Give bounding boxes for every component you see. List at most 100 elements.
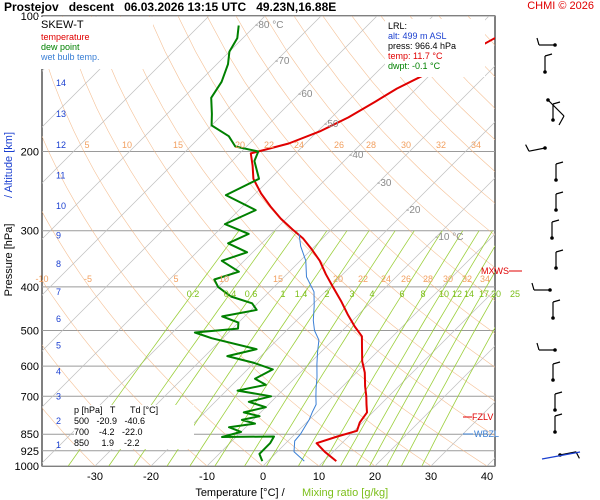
x-tick-label: 10 — [313, 471, 325, 483]
x-tick-label: 30 — [425, 471, 437, 483]
wind-barb-shaft — [547, 99, 565, 117]
x-tick-label: 20 — [369, 471, 381, 483]
mixing-ratio-label: 2 — [324, 289, 329, 299]
level-table: p [hPa] T Td [°C] 500 -20.9 -40.6 700 -4… — [74, 405, 194, 449]
fzlv-label: FZLV — [472, 412, 493, 422]
mixing-ratio-label: 17 — [479, 289, 489, 299]
mxws-label: MXWS — [481, 266, 509, 276]
wind-barb-surface — [541, 451, 581, 460]
adiabat-label: 10 — [219, 274, 229, 284]
mixing-ratio-line — [421, 326, 495, 466]
y-axis-title-altitude: / Altitude [km] — [3, 132, 15, 198]
isotherm-line — [486, 457, 495, 466]
station-name: Prostejov — [4, 0, 59, 14]
mixing-ratio-line — [321, 230, 464, 466]
legend-dew-point: dew point — [41, 42, 80, 52]
adiabat-label: 22 — [264, 140, 274, 150]
isotherm-line — [42, 16, 266, 240]
pressure-tick-label: 1000 — [15, 461, 39, 473]
isotherm-label: -40 — [349, 150, 364, 161]
mixing-ratio-line — [298, 230, 443, 466]
mixing-ratio-label: 4 — [369, 289, 374, 299]
adiabat-label: 30 — [401, 140, 411, 150]
isotherm-line — [42, 16, 378, 352]
pressure-tick-label: 300 — [21, 226, 39, 238]
dry-adiabat — [293, 16, 495, 236]
dry-adiabat — [119, 16, 495, 437]
altitude-tick-label: 10 — [56, 201, 66, 211]
isotherm-label: -20 — [406, 205, 421, 216]
isotherm-line — [42, 16, 322, 296]
pressure-tick-label: 200 — [21, 146, 39, 158]
mixing-ratio-line — [340, 230, 480, 466]
wind-barbs — [525, 37, 581, 460]
adiabat-label: 5 — [84, 140, 89, 150]
adiabat-label: 5 — [173, 274, 178, 284]
mixing-ratio-label: 3 — [349, 289, 354, 299]
altitude-tick-label: 5 — [56, 341, 61, 351]
mixing-ratio-label: 20 — [491, 289, 501, 299]
mixing-ratio-line — [355, 230, 493, 466]
x-tick-label: 40 — [481, 471, 493, 483]
adiabat-label: 30 — [443, 274, 453, 284]
wind-barb-flag — [554, 413, 563, 417]
mixing-ratio-line — [244, 230, 396, 466]
isotherm-line — [42, 16, 490, 464]
altitude-tick-label: 13 — [56, 109, 66, 119]
chart-title: Prostejov descent 06.03.2026 13:15 UTC 4… — [4, 0, 336, 14]
level-table-row: 500 -20.9 -40.6 — [74, 416, 146, 426]
mixing-ratio-line — [214, 230, 370, 466]
dry-adiabat — [206, 16, 495, 334]
wind-barb-flag — [555, 191, 564, 195]
adiabat-label: -10 — [35, 274, 48, 284]
level-table-row: 850 1.9 -2.2 — [74, 438, 140, 448]
adiabat-label: 24 — [294, 140, 304, 150]
isotherm-label: -30 — [377, 178, 392, 189]
x-tick-label: 0 — [260, 471, 266, 483]
mixing-ratio-label: 8 — [420, 289, 425, 299]
dry-adiabat — [42, 47, 376, 466]
lrl-info: LRL: alt: 499 m ASL press: 966.4 hPa tem… — [385, 19, 485, 77]
wind-barb-flag — [551, 219, 560, 223]
legend-temperature: temperature — [41, 32, 90, 42]
altitude-tick-label: 12 — [56, 140, 66, 150]
pressure-tick-label: 500 — [21, 326, 39, 338]
mixing-ratio-line — [386, 271, 495, 466]
lrl-dwpt: dwpt: -0.1 °C — [388, 61, 441, 71]
lrl-alt: alt: 499 m ASL — [388, 31, 447, 41]
lrl-temp: temp: 11.7 °C — [388, 51, 443, 61]
wind-barb-shaft — [528, 147, 546, 152]
legend-title: SKEW-T — [41, 19, 84, 31]
dry-adiabat — [90, 16, 488, 466]
pressure-tick-label: 700 — [21, 391, 39, 403]
adiabat-label: -5 — [84, 274, 92, 284]
plot-area — [41, 15, 496, 467]
series-line-temperature — [249, 36, 495, 462]
adiabat-label: 20 — [333, 274, 343, 284]
wind-barb-flag — [531, 282, 535, 291]
mixing-ratio-label: 0.6 — [245, 289, 258, 299]
pressure-tick-label: 100 — [21, 11, 39, 23]
altitude-tick-label: 6 — [56, 314, 61, 324]
adiabat-label: 15 — [173, 140, 183, 150]
x-tick-label: -20 — [143, 471, 159, 483]
isotherm-line — [42, 16, 210, 184]
mixing-ratio-label: 0.2 — [187, 289, 200, 299]
isotherm-line — [318, 289, 495, 466]
mixing-ratio-label: 1.4 — [295, 289, 308, 299]
isotherm-line — [262, 233, 495, 466]
adiabat-label: 26 — [401, 274, 411, 284]
dry-adiabat — [235, 16, 495, 301]
dry-adiabat — [526, 16, 600, 466]
wind-barb-flag — [552, 299, 561, 303]
dry-adiabat — [177, 16, 495, 368]
sounding-mode: descent — [68, 0, 115, 14]
pressure-tick-label: 850 — [21, 429, 39, 441]
mixing-ratio-label: 6 — [399, 289, 404, 299]
wind-barb-flag — [544, 53, 553, 57]
lrl-press: press: 966.4 hPa — [388, 41, 457, 51]
adiabat-label: 34 — [471, 140, 481, 150]
level-table-header: p [hPa] T Td [°C] — [74, 405, 159, 415]
credit-label: CHMI © 2026 — [527, 0, 594, 12]
